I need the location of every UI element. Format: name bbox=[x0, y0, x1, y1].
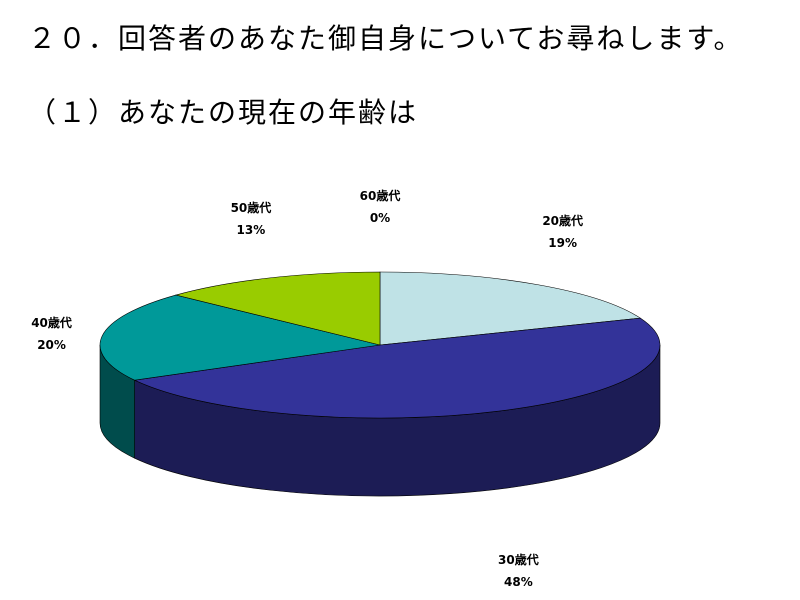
slice-percent-label: 48% bbox=[504, 575, 533, 589]
pie-slice-0 bbox=[379, 271, 642, 346]
pie-labels: 20歳代 19% 30歳代 48% 40歳代 20% 50歳代 13% 60歳代 0% bbox=[31, 188, 583, 589]
pie-slice-3 bbox=[174, 271, 381, 346]
question-title: （１）あなたの現在の年齢は bbox=[28, 96, 419, 129]
slice-category-label: 60歳代 bbox=[360, 188, 401, 203]
pie-sides bbox=[99, 344, 661, 497]
slice-percent-label: 20% bbox=[37, 338, 66, 352]
slice-category-label: 50歳代 bbox=[231, 200, 272, 215]
pie-slice-2 bbox=[99, 294, 381, 381]
page-title: ２０．回答者のあなた御自身についてお尋ねします。 bbox=[28, 22, 744, 55]
pie-tops bbox=[99, 271, 661, 419]
slice-category-label: 40歳代 bbox=[31, 315, 72, 330]
slice-percent-label: 13% bbox=[237, 223, 266, 237]
slice-category-label: 30歳代 bbox=[498, 552, 539, 567]
slice-percent-label: 0% bbox=[370, 211, 390, 225]
pie-slice-1 bbox=[133, 317, 661, 419]
slice-category-label: 20歳代 bbox=[542, 213, 583, 228]
slice-percent-label: 19% bbox=[548, 236, 577, 250]
